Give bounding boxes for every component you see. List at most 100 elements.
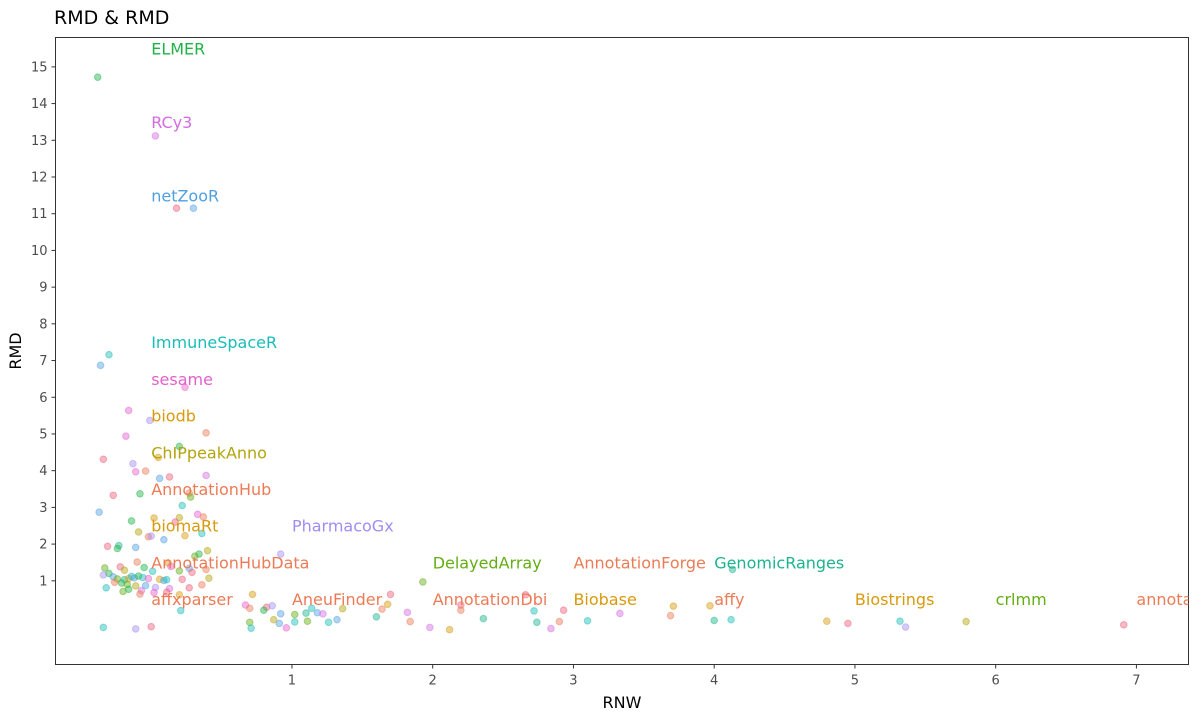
package-label: RCy3 bbox=[151, 113, 192, 132]
data-point bbox=[559, 606, 568, 614]
data-point bbox=[119, 587, 127, 596]
data-point bbox=[171, 518, 179, 526]
data-point bbox=[241, 601, 250, 609]
y-tick-label: 6 bbox=[39, 391, 47, 406]
data-point bbox=[247, 624, 255, 632]
data-point bbox=[103, 542, 112, 551]
data-point bbox=[178, 501, 186, 510]
data-point bbox=[307, 604, 316, 613]
data-point bbox=[150, 588, 158, 597]
package-label: affxparser bbox=[151, 590, 233, 609]
data-point bbox=[372, 612, 381, 621]
data-point bbox=[141, 581, 150, 590]
data-point bbox=[95, 508, 103, 516]
data-point bbox=[175, 567, 184, 575]
data-point bbox=[198, 529, 206, 538]
data-point bbox=[145, 416, 154, 425]
data-point bbox=[275, 619, 284, 628]
data-point bbox=[457, 601, 465, 609]
x-tick-label: 3 bbox=[569, 674, 577, 689]
data-point bbox=[245, 618, 254, 627]
data-point bbox=[199, 513, 208, 521]
data-point bbox=[205, 574, 213, 583]
data-point bbox=[290, 610, 299, 619]
data-point bbox=[669, 602, 678, 610]
data-point bbox=[99, 571, 108, 579]
data-point bbox=[155, 575, 164, 584]
y-tick-label: 13 bbox=[31, 134, 48, 149]
data-point bbox=[160, 576, 168, 585]
package-label: ELMER bbox=[151, 40, 205, 59]
data-point bbox=[191, 552, 199, 561]
data-point bbox=[896, 617, 904, 625]
data-point bbox=[290, 618, 299, 626]
data-point bbox=[138, 573, 147, 582]
package-label: AnnotationForge bbox=[573, 553, 705, 572]
package-label: GenomicRanges bbox=[714, 553, 844, 572]
data-point bbox=[844, 619, 852, 628]
data-point bbox=[117, 579, 126, 587]
data-point bbox=[406, 617, 414, 626]
data-point bbox=[521, 590, 530, 599]
data-point bbox=[303, 617, 312, 625]
package-label: AnnotationDbi bbox=[433, 590, 548, 609]
data-point bbox=[134, 528, 143, 536]
data-point bbox=[110, 578, 119, 587]
data-point bbox=[164, 559, 172, 567]
data-point bbox=[616, 609, 624, 618]
chart-title: RMD & RMD bbox=[54, 7, 169, 29]
data-point bbox=[555, 617, 564, 626]
data-point bbox=[150, 514, 158, 522]
data-point bbox=[131, 625, 140, 633]
data-point bbox=[245, 604, 254, 613]
data-point bbox=[710, 616, 718, 625]
data-point bbox=[127, 517, 136, 525]
data-point bbox=[167, 562, 175, 571]
data-point bbox=[195, 550, 203, 558]
data-point bbox=[338, 604, 347, 613]
package-label: crlmm bbox=[996, 590, 1047, 609]
data-point bbox=[151, 132, 160, 140]
y-tick-label: 11 bbox=[31, 207, 48, 222]
data-points bbox=[93, 73, 1128, 634]
data-point bbox=[137, 586, 146, 595]
data-point bbox=[313, 608, 322, 617]
data-point bbox=[115, 541, 123, 550]
y-tick-label: 7 bbox=[39, 354, 47, 369]
data-point bbox=[172, 204, 181, 212]
package-label: sesame bbox=[151, 370, 213, 389]
data-point bbox=[123, 580, 132, 589]
data-point bbox=[302, 609, 310, 617]
x-tick-label: 5 bbox=[851, 674, 859, 689]
package-labels: ELMER RCy3 netZooR ImmuneSpaceR sesame biodb C… bbox=[151, 40, 1188, 610]
x-tick-label: 2 bbox=[429, 674, 437, 689]
data-point bbox=[175, 590, 184, 599]
data-point bbox=[202, 471, 210, 480]
data-point bbox=[127, 572, 136, 581]
data-point bbox=[147, 532, 156, 540]
data-point bbox=[130, 574, 139, 582]
data-point bbox=[147, 622, 156, 631]
data-point bbox=[113, 575, 122, 583]
data-point bbox=[155, 474, 164, 483]
package-label: affy bbox=[714, 590, 744, 609]
package-label: AnnotationHubData bbox=[151, 553, 309, 572]
plot-panel bbox=[55, 37, 1189, 665]
data-point bbox=[457, 606, 465, 614]
y-axis-title: RMD bbox=[6, 332, 25, 369]
data-point bbox=[162, 575, 171, 584]
data-point bbox=[178, 575, 186, 584]
data-point bbox=[160, 535, 168, 544]
package-label: biomaRt bbox=[151, 517, 218, 536]
data-point bbox=[124, 585, 133, 594]
package-label: Biobase bbox=[573, 590, 636, 609]
data-point bbox=[124, 406, 133, 415]
data-point bbox=[426, 623, 434, 632]
y-tick-label: 15 bbox=[31, 60, 48, 75]
data-point bbox=[193, 510, 202, 519]
data-point bbox=[822, 617, 831, 625]
data-point bbox=[533, 618, 541, 627]
data-point bbox=[198, 581, 206, 589]
data-point bbox=[109, 572, 118, 581]
